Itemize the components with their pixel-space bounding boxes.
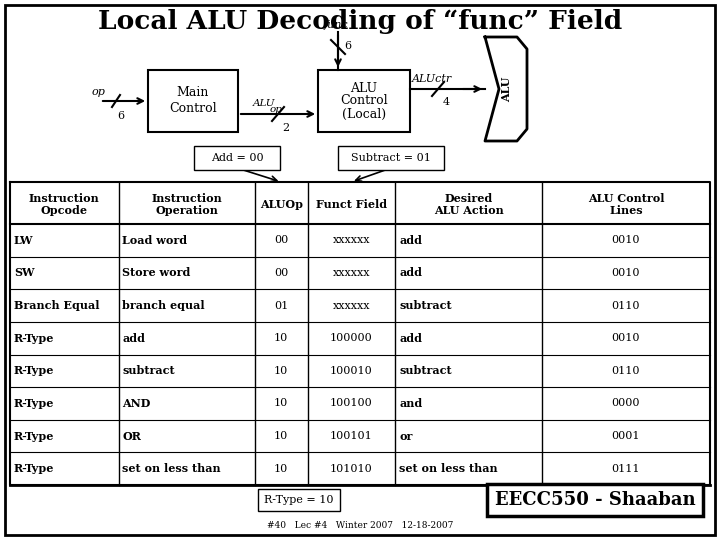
Text: 100010: 100010	[330, 366, 373, 376]
Text: R-Type: R-Type	[14, 463, 55, 474]
Text: 0001: 0001	[612, 431, 640, 441]
Text: ALU Action: ALU Action	[433, 206, 503, 217]
Text: R-Type: R-Type	[14, 366, 55, 376]
Text: SW: SW	[14, 267, 35, 279]
FancyBboxPatch shape	[148, 70, 238, 132]
Text: and: and	[399, 398, 422, 409]
Text: subtract: subtract	[122, 366, 175, 376]
Text: ALU: ALU	[502, 76, 513, 102]
Text: Branch Equal: Branch Equal	[14, 300, 99, 311]
Text: Lines: Lines	[609, 206, 643, 217]
Text: Add = 00: Add = 00	[211, 153, 264, 163]
Text: xxxxxx: xxxxxx	[333, 301, 370, 310]
FancyBboxPatch shape	[194, 146, 280, 170]
Text: 10: 10	[274, 431, 289, 441]
Text: Store word: Store word	[122, 267, 191, 279]
Text: 0010: 0010	[612, 235, 640, 245]
Text: 2: 2	[282, 123, 289, 133]
Text: #40   Lec #4   Winter 2007   12-18-2007: #40 Lec #4 Winter 2007 12-18-2007	[267, 521, 453, 530]
Text: Desired: Desired	[444, 192, 492, 204]
Text: 6: 6	[344, 41, 351, 51]
Text: Local ALU Decoding of “func” Field: Local ALU Decoding of “func” Field	[98, 10, 622, 35]
FancyBboxPatch shape	[338, 146, 444, 170]
Text: ALUOp: ALUOp	[260, 199, 302, 211]
Text: 0111: 0111	[612, 464, 640, 474]
Text: xxxxxx: xxxxxx	[333, 268, 370, 278]
FancyBboxPatch shape	[258, 489, 340, 511]
Polygon shape	[485, 37, 527, 141]
Text: 100101: 100101	[330, 431, 373, 441]
Text: AND: AND	[122, 398, 151, 409]
Text: 100000: 100000	[330, 333, 373, 343]
Text: subtract: subtract	[399, 366, 451, 376]
Text: Control: Control	[340, 94, 388, 107]
Text: add: add	[399, 333, 422, 343]
Text: 0010: 0010	[612, 268, 640, 278]
Text: 4: 4	[442, 97, 449, 107]
Text: set on less than: set on less than	[399, 463, 498, 474]
Text: ALU: ALU	[351, 82, 377, 94]
Text: Opcode: Opcode	[41, 206, 88, 217]
Text: 0110: 0110	[612, 366, 640, 376]
Text: ALUctr: ALUctr	[412, 74, 452, 84]
FancyBboxPatch shape	[5, 5, 715, 535]
Text: R-Type: R-Type	[14, 398, 55, 409]
Text: add: add	[399, 267, 422, 279]
Text: set on less than: set on less than	[122, 463, 221, 474]
Text: R-Type = 10: R-Type = 10	[264, 495, 334, 505]
Text: add: add	[122, 333, 145, 343]
Text: EECC550 - Shaaban: EECC550 - Shaaban	[495, 491, 696, 509]
Text: 10: 10	[274, 333, 289, 343]
Text: 0110: 0110	[612, 301, 640, 310]
Text: branch equal: branch equal	[122, 300, 205, 311]
Text: Instruction: Instruction	[29, 192, 99, 204]
Text: Control: Control	[169, 103, 217, 116]
Text: Main: Main	[177, 86, 210, 99]
Text: 6: 6	[117, 111, 125, 121]
Text: Load word: Load word	[122, 235, 188, 246]
Text: OR: OR	[122, 430, 141, 442]
Text: ALU: ALU	[253, 99, 275, 108]
Text: Operation: Operation	[156, 206, 218, 217]
Text: 01: 01	[274, 301, 289, 310]
Text: Subtract = 01: Subtract = 01	[351, 153, 431, 163]
Text: R-Type: R-Type	[14, 430, 55, 442]
Text: 10: 10	[274, 464, 289, 474]
Text: 00: 00	[274, 268, 289, 278]
Text: ALU Control: ALU Control	[588, 192, 665, 204]
Text: R-Type: R-Type	[14, 333, 55, 343]
Text: LW: LW	[14, 235, 34, 246]
Text: op: op	[91, 87, 105, 97]
Text: 10: 10	[274, 366, 289, 376]
Text: 10: 10	[274, 399, 289, 408]
Text: (Local): (Local)	[342, 107, 386, 120]
FancyBboxPatch shape	[318, 70, 410, 132]
Text: 0010: 0010	[612, 333, 640, 343]
FancyBboxPatch shape	[487, 484, 703, 516]
Text: 100100: 100100	[330, 399, 373, 408]
Text: 101010: 101010	[330, 464, 373, 474]
Text: Funct Field: Funct Field	[315, 199, 387, 211]
Text: op: op	[270, 105, 283, 114]
Text: or: or	[399, 430, 413, 442]
Text: 00: 00	[274, 235, 289, 245]
Text: 0000: 0000	[612, 399, 640, 408]
Text: Instruction: Instruction	[151, 192, 222, 204]
Text: func: func	[324, 20, 348, 30]
Text: subtract: subtract	[399, 300, 451, 311]
Text: xxxxxx: xxxxxx	[333, 235, 370, 245]
Text: add: add	[399, 235, 422, 246]
